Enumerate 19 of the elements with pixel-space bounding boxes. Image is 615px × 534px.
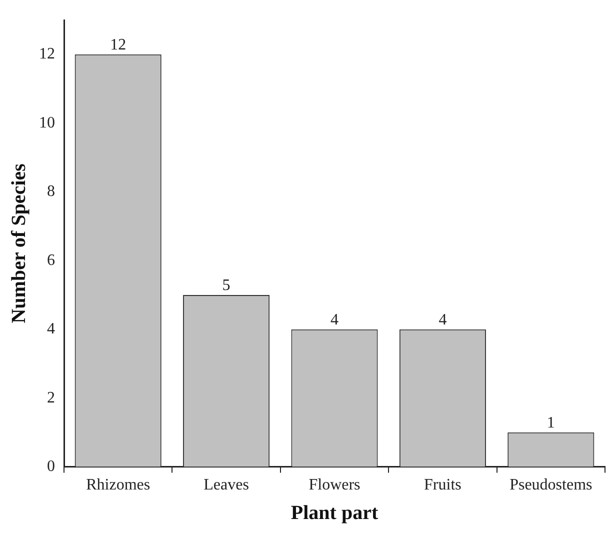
y-axis-title: Number of Species [8, 163, 30, 324]
data-label: 4 [330, 312, 338, 329]
y-tick-label: 10 [39, 114, 55, 132]
y-tick-label: 12 [39, 46, 55, 63]
x-tick-label: Pseudostems [510, 476, 592, 494]
data-label: 12 [110, 36, 126, 54]
y-tick-label: 2 [47, 389, 55, 406]
y-tick-label: 6 [47, 252, 55, 269]
data-label: 1 [546, 414, 555, 432]
x-tick-label: Flowers [308, 476, 360, 494]
x-tick-label: Rhizomes [86, 476, 150, 494]
x-tick-label: Leaves [204, 476, 249, 494]
y-tick-label: 0 [47, 458, 55, 476]
y-tick-label: 8 [47, 183, 55, 200]
x-axis-title: Plant part [290, 502, 378, 524]
y-tick-label: 4 [47, 320, 55, 338]
data-label: 5 [222, 277, 230, 294]
x-tick-label: Fruits [424, 476, 462, 494]
data-label: 4 [438, 312, 447, 329]
